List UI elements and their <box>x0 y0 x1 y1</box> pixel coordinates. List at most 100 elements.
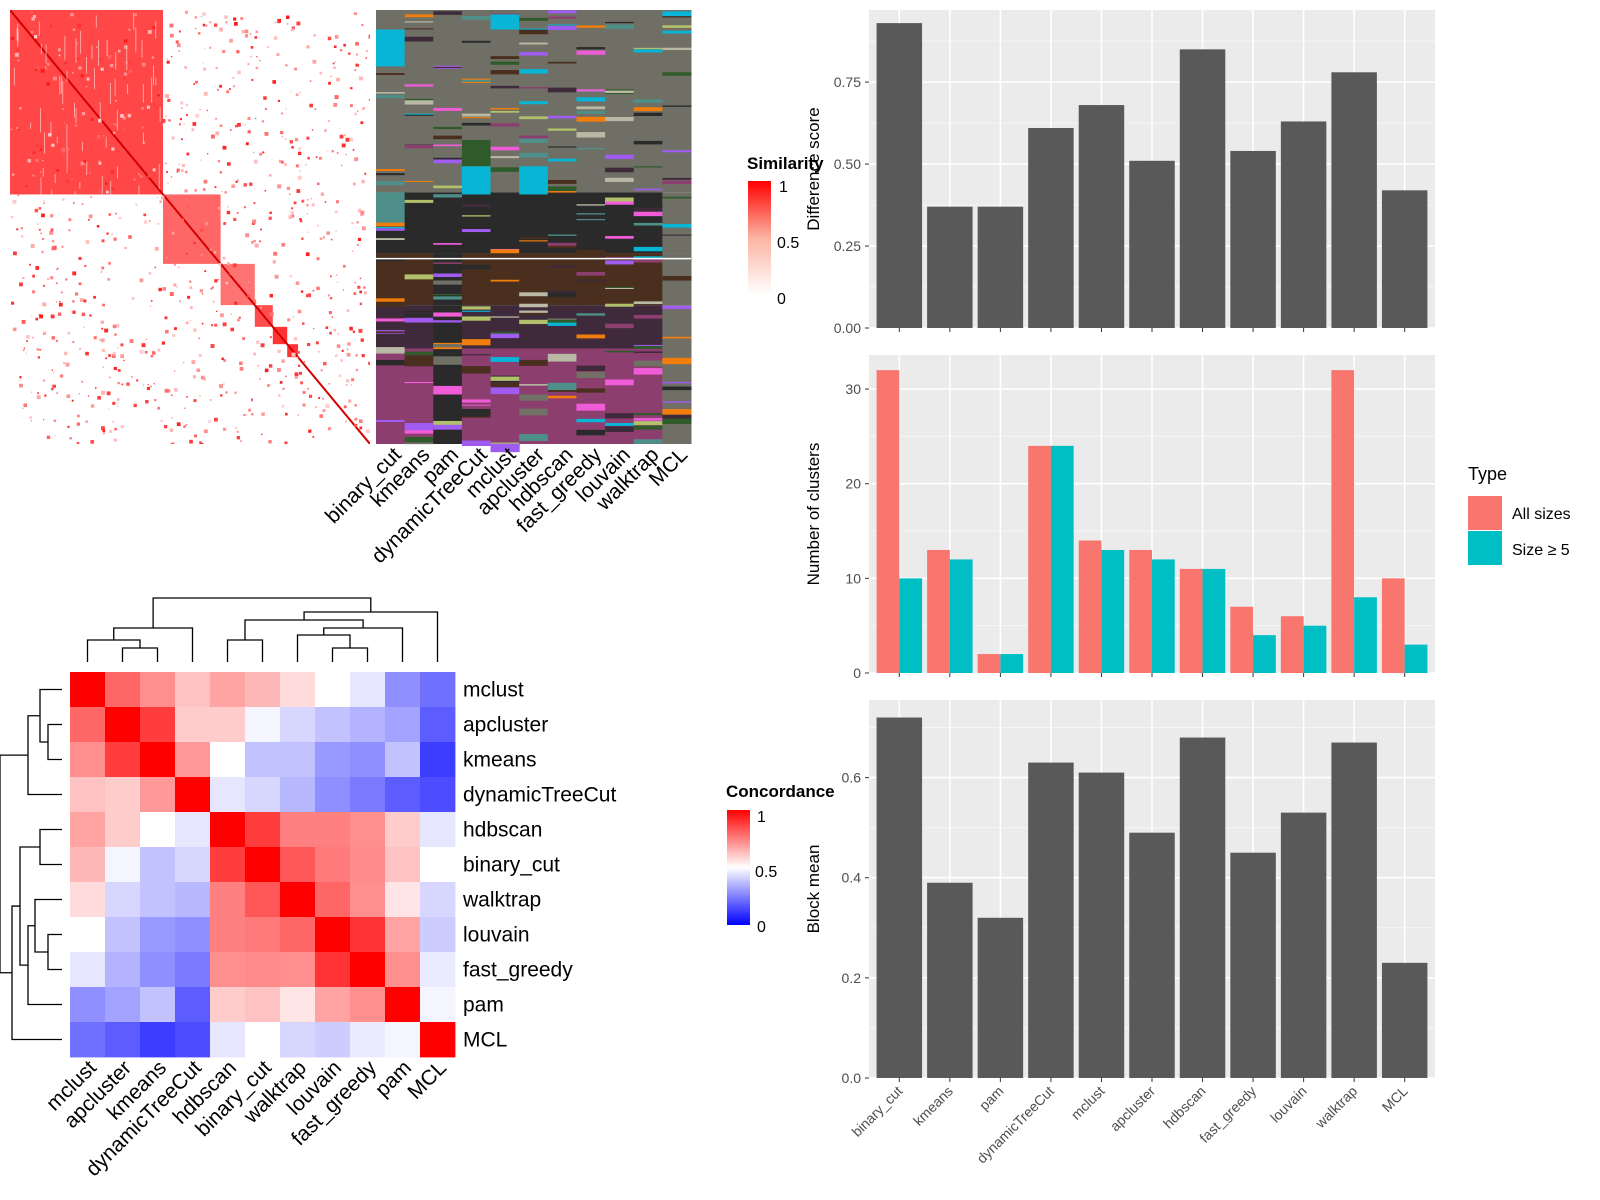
annotation-stripe <box>433 420 463 427</box>
similarity-cell <box>168 119 171 122</box>
similarity-cell <box>233 21 238 26</box>
similarity-legend-tick: 0.5 <box>777 235 799 252</box>
similarity-cell <box>243 206 246 209</box>
annotation-stripe <box>433 424 463 430</box>
annotation-stripe <box>404 422 434 431</box>
concordance-cell <box>245 987 281 1023</box>
similarity-cell <box>165 329 169 334</box>
similarity-cell <box>175 40 179 44</box>
similarity-cell <box>91 47 94 50</box>
x-tick-label: apcluster <box>1107 1083 1159 1135</box>
similarity-cell <box>335 200 340 204</box>
concordance-cell <box>280 672 316 708</box>
similarity-cell <box>42 284 46 287</box>
bar <box>1078 540 1102 673</box>
similarity-gap <box>54 174 56 184</box>
similarity-cell <box>247 130 251 134</box>
similarity-cell <box>253 352 256 356</box>
concordance-cell <box>140 917 176 953</box>
similarity-cell <box>310 197 312 200</box>
concordance-cell <box>420 987 456 1023</box>
similarity-cell <box>190 306 193 309</box>
annotation-stripe <box>519 434 549 441</box>
concordance-cell <box>175 777 211 813</box>
similarity-cell <box>16 48 20 52</box>
similarity-cell <box>180 169 184 172</box>
similarity-cell <box>186 396 188 398</box>
similarity-cell <box>102 429 106 433</box>
dendrogram-link <box>47 723 62 761</box>
concordance-legend-bar <box>727 810 750 925</box>
annotation-highlight <box>376 192 405 223</box>
similarity-cell <box>238 316 241 319</box>
similarity-cell <box>264 131 269 136</box>
similarity-cell <box>329 297 333 300</box>
annotation-stripe <box>547 191 577 193</box>
annotation-stripe <box>605 21 635 24</box>
similarity-cell <box>351 250 354 252</box>
similarity-cell <box>233 17 237 21</box>
similarity-cell <box>315 156 318 158</box>
annotation-band <box>547 253 577 306</box>
similarity-cell <box>316 286 320 291</box>
similarity-cell <box>19 282 23 287</box>
similarity-legend: Similarity 1 0.5 0 <box>747 154 824 308</box>
annotation-stripe <box>633 351 663 353</box>
similarity-cell <box>65 362 70 367</box>
similarity-cell <box>294 138 299 142</box>
similarity-cell <box>300 381 304 385</box>
similarity-cell <box>299 218 302 221</box>
similarity-gap <box>73 102 75 118</box>
annotation-stripe <box>433 116 463 120</box>
similarity-cell <box>110 187 115 191</box>
annotation-stripe <box>519 32 549 38</box>
bar <box>927 206 973 328</box>
bar <box>1179 737 1226 1078</box>
similarity-cell <box>157 348 161 352</box>
similarity-cell <box>328 120 330 123</box>
similarity-cell <box>226 90 230 94</box>
similarity-cell <box>139 175 143 178</box>
similarity-cell <box>291 146 294 149</box>
similarity-cell <box>10 128 13 131</box>
similarity-cell <box>201 322 204 325</box>
similarity-cell <box>106 232 109 235</box>
similarity-cell <box>43 333 45 335</box>
similarity-cell <box>157 222 160 225</box>
concordance-cell <box>350 707 386 743</box>
similarity-cell <box>109 376 111 379</box>
similarity-cell <box>173 387 178 392</box>
x-tick-label: kmeans <box>910 1083 956 1129</box>
concordance-legend: Concordance 1 0.5 0 <box>726 782 835 936</box>
bar <box>899 578 923 673</box>
similarity-cell <box>343 264 346 268</box>
concordance-cell <box>350 672 386 708</box>
similarity-cell <box>280 131 284 135</box>
similarity-cell <box>114 333 117 336</box>
similarity-cell <box>341 349 344 352</box>
similarity-gap <box>159 107 161 122</box>
similarity-cell <box>294 375 298 379</box>
annotation-stripe <box>662 401 692 403</box>
similarity-cell <box>339 48 343 52</box>
similarity-cell <box>361 23 364 27</box>
similarity-cell <box>73 202 75 204</box>
bar <box>1129 549 1152 673</box>
similarity-cell <box>189 320 191 322</box>
similarity-cell <box>41 213 45 218</box>
similarity-cell <box>240 17 244 20</box>
annotation-stripe <box>490 156 520 159</box>
annotation-stripe <box>605 256 635 259</box>
similarity-cell <box>148 272 152 275</box>
similarity-cell <box>267 384 270 387</box>
similarity-cell <box>231 184 236 189</box>
y-tick-label: 0.0 <box>842 1070 862 1086</box>
similarity-cell <box>170 33 174 38</box>
similarity-cell <box>71 123 73 125</box>
bar <box>1381 190 1428 328</box>
similarity-cell <box>50 228 54 232</box>
dendrogram-link <box>121 647 159 662</box>
concordance-cell <box>315 812 351 848</box>
similarity-cell <box>237 179 239 181</box>
similarity-cell <box>354 12 357 16</box>
